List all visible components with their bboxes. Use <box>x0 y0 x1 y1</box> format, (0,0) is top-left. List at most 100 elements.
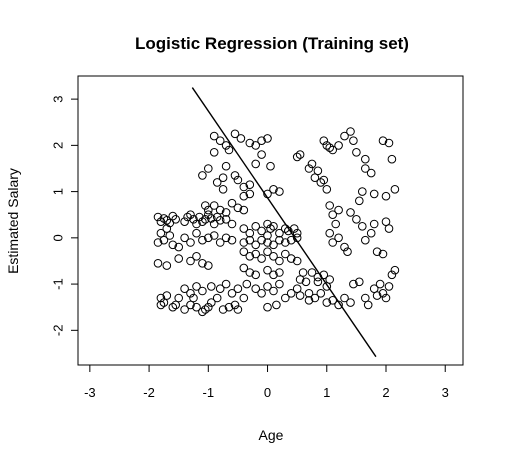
data-point <box>366 168 376 178</box>
data-point <box>292 152 302 162</box>
data-point <box>174 254 183 263</box>
data-point <box>198 171 207 180</box>
data-point <box>263 265 272 275</box>
data-point <box>204 233 213 243</box>
data-point <box>171 215 180 224</box>
data-point <box>186 300 195 310</box>
data-point <box>159 235 169 245</box>
data-point <box>239 263 249 273</box>
data-point <box>310 293 320 303</box>
data-point <box>349 136 358 145</box>
data-point <box>212 293 222 303</box>
data-point <box>227 198 237 208</box>
data-point <box>156 300 166 310</box>
data-point <box>168 240 178 250</box>
data-point <box>156 228 166 238</box>
data-point <box>198 286 207 296</box>
data-point <box>378 136 388 145</box>
data-point <box>215 284 225 294</box>
data-point <box>189 293 198 303</box>
data-point <box>263 238 272 247</box>
data-point <box>233 175 243 185</box>
data-point <box>221 233 231 243</box>
data-point <box>186 210 195 219</box>
data-point <box>269 270 278 280</box>
x-tick-label: -1 <box>203 385 215 400</box>
data-point <box>174 242 183 252</box>
data-point <box>328 210 338 219</box>
data-point <box>215 205 225 215</box>
data-point <box>195 212 204 222</box>
data-point <box>381 191 391 201</box>
data-point <box>192 228 201 238</box>
data-point <box>174 293 183 303</box>
data-point <box>204 261 213 270</box>
data-point <box>363 300 373 310</box>
data-point <box>230 129 240 139</box>
data-point <box>186 238 195 247</box>
data-point <box>180 233 189 243</box>
data-point <box>192 282 201 291</box>
data-point <box>266 161 275 171</box>
data-point <box>381 293 391 303</box>
y-tick-label: 1 <box>51 188 66 195</box>
data-point <box>355 277 364 287</box>
data-point <box>319 175 329 185</box>
data-point <box>381 217 391 226</box>
data-point <box>186 289 195 298</box>
data-point <box>369 219 379 229</box>
data-point <box>162 261 172 270</box>
data-point <box>204 164 213 173</box>
data-point <box>325 143 335 152</box>
data-point <box>322 185 332 194</box>
data-point <box>263 302 272 312</box>
data-point <box>257 136 266 145</box>
data-point <box>275 228 284 238</box>
data-point <box>361 154 370 164</box>
data-point <box>349 279 358 289</box>
data-point <box>227 289 237 298</box>
data-point <box>375 279 385 289</box>
data-point <box>239 191 249 201</box>
data-point <box>372 247 382 256</box>
data-point <box>209 148 219 157</box>
data-point <box>209 231 219 240</box>
data-point <box>201 305 210 314</box>
y-tick-label: 0 <box>51 234 66 241</box>
data-point <box>295 291 305 300</box>
data-point <box>153 238 163 247</box>
data-point <box>245 251 255 261</box>
data-point <box>245 138 255 148</box>
y-tick-label: -2 <box>51 325 66 337</box>
y-tick-label: 2 <box>51 142 66 149</box>
data-point <box>198 217 207 226</box>
data-point <box>304 296 314 305</box>
data-point <box>295 150 305 159</box>
data-point <box>292 228 302 238</box>
data-point <box>325 201 335 210</box>
data-point <box>192 251 201 261</box>
data-point <box>227 235 237 245</box>
data-point <box>340 131 349 141</box>
data-point <box>307 159 317 169</box>
data-point <box>242 279 252 289</box>
data-point <box>275 268 284 277</box>
data-point <box>233 305 243 314</box>
data-point <box>251 270 260 280</box>
data-point <box>301 277 311 287</box>
data-point <box>251 159 260 169</box>
data-point <box>319 136 329 145</box>
data-point <box>239 205 249 215</box>
data-point <box>239 293 249 303</box>
data-point <box>221 279 231 289</box>
data-point <box>201 215 210 224</box>
data-point <box>275 235 284 245</box>
data-point <box>215 216 225 225</box>
data-point <box>180 217 189 226</box>
data-point <box>209 131 219 141</box>
data-point <box>245 180 255 189</box>
data-point <box>180 284 189 294</box>
data-point <box>307 268 317 277</box>
data-point <box>343 247 352 256</box>
